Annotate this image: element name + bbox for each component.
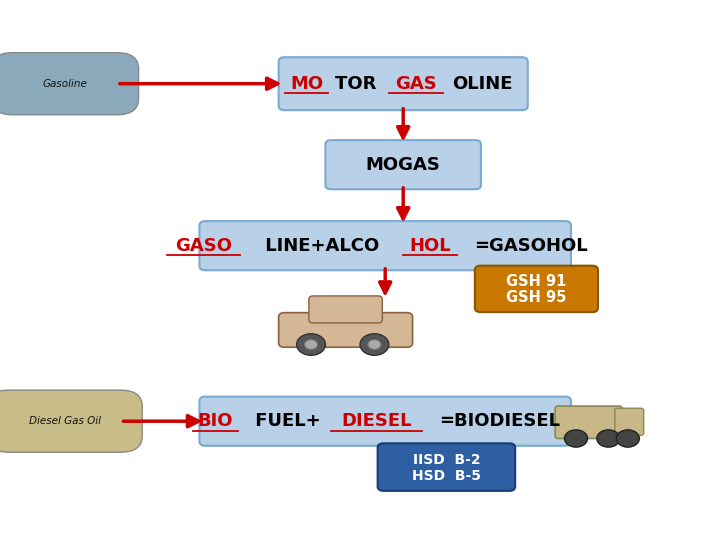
- Text: GSH 91: GSH 91: [506, 274, 567, 289]
- Text: =BIODIESEL: =BIODIESEL: [439, 412, 560, 430]
- Circle shape: [616, 430, 639, 447]
- Text: HOL: HOL: [410, 237, 451, 255]
- Text: =GASOHOL: =GASOHOL: [474, 237, 588, 255]
- FancyBboxPatch shape: [0, 53, 138, 115]
- FancyBboxPatch shape: [615, 408, 644, 435]
- FancyBboxPatch shape: [555, 406, 622, 438]
- Text: IISD  B-2: IISD B-2: [413, 453, 480, 467]
- FancyBboxPatch shape: [309, 296, 382, 323]
- Text: MO: MO: [290, 75, 323, 93]
- FancyBboxPatch shape: [0, 390, 143, 453]
- Text: GASO: GASO: [175, 237, 232, 255]
- Text: Gasoline: Gasoline: [42, 79, 87, 89]
- Text: LINE+ALCO: LINE+ALCO: [258, 237, 385, 255]
- Circle shape: [360, 334, 389, 355]
- Circle shape: [305, 340, 318, 349]
- FancyBboxPatch shape: [199, 396, 571, 446]
- FancyBboxPatch shape: [279, 57, 528, 110]
- Text: GSH 95: GSH 95: [506, 290, 567, 305]
- Circle shape: [297, 334, 325, 355]
- Circle shape: [564, 430, 588, 447]
- Text: BIO: BIO: [198, 412, 233, 430]
- Text: FUEL+: FUEL+: [248, 412, 320, 430]
- FancyBboxPatch shape: [279, 313, 413, 347]
- Text: TOR: TOR: [335, 75, 382, 93]
- Text: GAS: GAS: [395, 75, 437, 93]
- Text: HSD  B-5: HSD B-5: [412, 469, 481, 483]
- Text: OLINE: OLINE: [452, 75, 513, 93]
- Circle shape: [597, 430, 620, 447]
- FancyBboxPatch shape: [199, 221, 571, 270]
- FancyBboxPatch shape: [475, 266, 598, 312]
- Text: MOGAS: MOGAS: [366, 156, 441, 174]
- Text: Diesel Gas Oil: Diesel Gas Oil: [29, 416, 101, 426]
- FancyBboxPatch shape: [325, 140, 481, 190]
- Circle shape: [368, 340, 381, 349]
- FancyBboxPatch shape: [377, 443, 516, 491]
- Text: DIESEL: DIESEL: [341, 412, 412, 430]
